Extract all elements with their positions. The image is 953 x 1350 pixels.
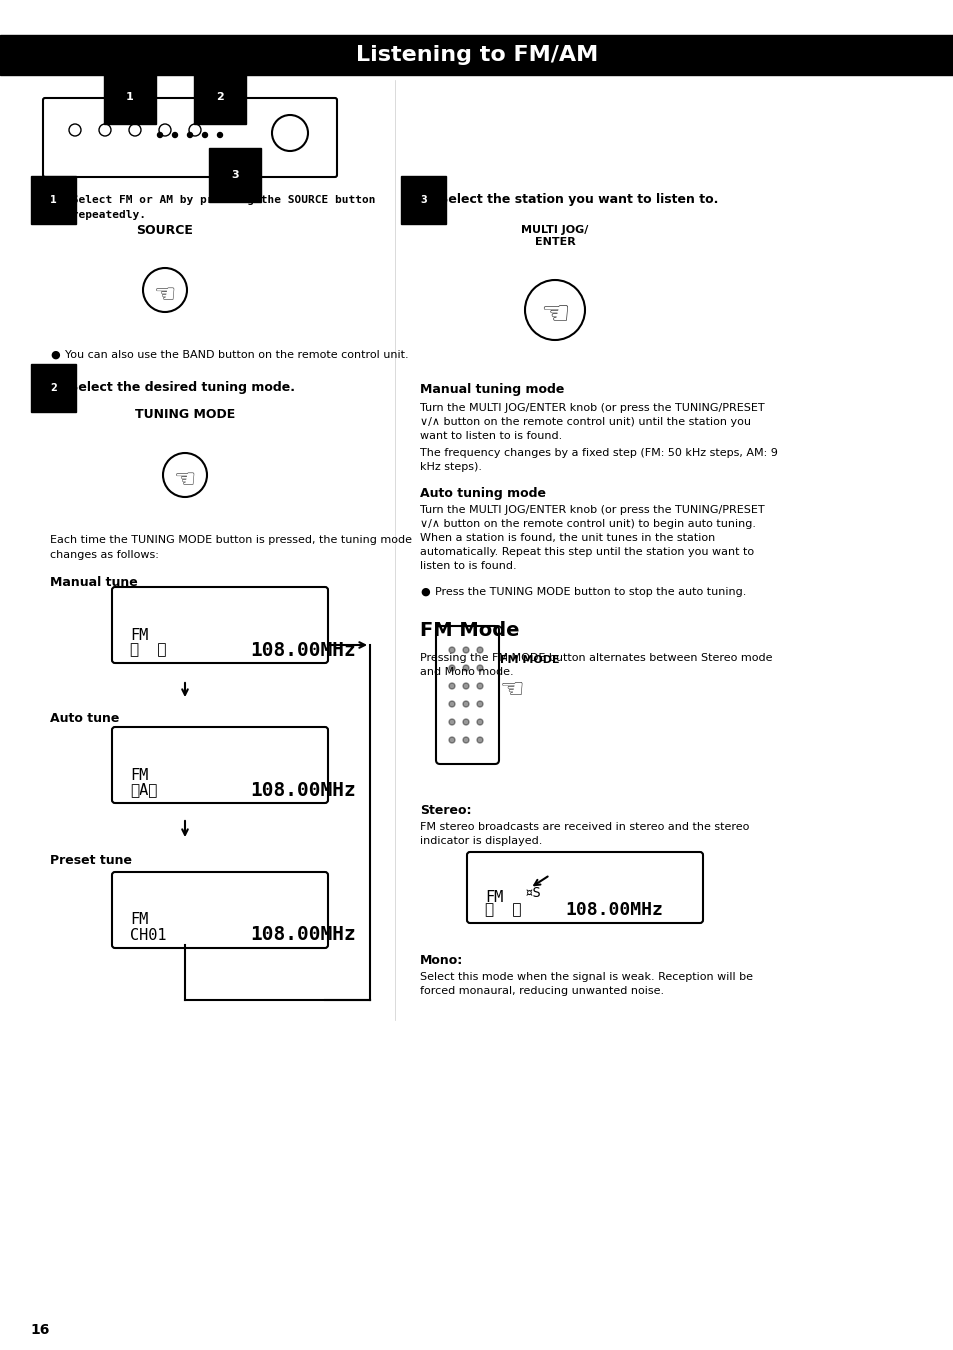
Circle shape <box>449 720 455 725</box>
FancyBboxPatch shape <box>43 99 336 177</box>
Circle shape <box>476 737 482 742</box>
Text: automatically. Repeat this step until the station you want to: automatically. Repeat this step until th… <box>419 547 753 558</box>
Circle shape <box>202 132 208 138</box>
Circle shape <box>188 132 193 138</box>
Text: indicator is displayed.: indicator is displayed. <box>419 836 542 846</box>
Text: Manual tune: Manual tune <box>50 575 137 589</box>
Text: TUNING MODE: TUNING MODE <box>134 409 234 421</box>
Circle shape <box>476 666 482 671</box>
Text: Each time the TUNING MODE button is pressed, the tuning mode: Each time the TUNING MODE button is pres… <box>50 535 412 545</box>
Circle shape <box>157 132 162 138</box>
Text: The frequency changes by a fixed step (FM: 50 kHz steps, AM: 9: The frequency changes by a fixed step (F… <box>419 448 777 458</box>
Text: Preset tune: Preset tune <box>50 853 132 867</box>
Text: 16: 16 <box>30 1323 50 1336</box>
Text: listen to is found.: listen to is found. <box>419 562 517 571</box>
Text: You can also use the BAND button on the remote control unit.: You can also use the BAND button on the … <box>65 350 408 360</box>
Text: Select the desired tuning mode.: Select the desired tuning mode. <box>65 382 294 394</box>
Text: 〈  〉: 〈 〉 <box>130 643 167 657</box>
Text: 2: 2 <box>50 383 56 393</box>
Circle shape <box>449 683 455 688</box>
Text: Stereo:: Stereo: <box>419 803 471 817</box>
Text: ●: ● <box>419 587 429 597</box>
Text: FM: FM <box>484 890 503 905</box>
FancyBboxPatch shape <box>467 852 702 923</box>
Text: kHz steps).: kHz steps). <box>419 462 481 472</box>
Text: Auto tune: Auto tune <box>50 711 119 725</box>
Text: FM stereo broadcasts are received in stereo and the stereo: FM stereo broadcasts are received in ste… <box>419 822 749 832</box>
Text: Select this mode when the signal is weak. Reception will be: Select this mode when the signal is weak… <box>419 972 752 981</box>
FancyBboxPatch shape <box>112 872 328 948</box>
Text: Select the station you want to listen to.: Select the station you want to listen to… <box>435 193 718 207</box>
Circle shape <box>217 132 222 138</box>
Circle shape <box>462 647 469 653</box>
Text: CH01: CH01 <box>130 927 167 942</box>
Circle shape <box>462 720 469 725</box>
Text: FM: FM <box>130 768 148 783</box>
Circle shape <box>449 647 455 653</box>
Text: 108.00MHz: 108.00MHz <box>250 780 355 799</box>
Text: 3: 3 <box>419 194 426 205</box>
FancyBboxPatch shape <box>112 728 328 803</box>
Text: ☜: ☜ <box>499 676 524 703</box>
FancyBboxPatch shape <box>112 587 328 663</box>
Text: ☜: ☜ <box>539 298 569 332</box>
Text: 3: 3 <box>231 170 238 180</box>
Circle shape <box>462 701 469 707</box>
Text: FM Mode: FM Mode <box>419 621 519 640</box>
FancyBboxPatch shape <box>436 626 498 764</box>
Text: Pressing the FM MODE button alternates between Stereo mode: Pressing the FM MODE button alternates b… <box>419 653 772 663</box>
Text: When a station is found, the unit tunes in the station: When a station is found, the unit tunes … <box>419 533 715 543</box>
Text: Select FM or AM by pressing the SOURCE button: Select FM or AM by pressing the SOURCE b… <box>65 194 375 205</box>
Text: Auto tuning mode: Auto tuning mode <box>419 486 545 500</box>
Circle shape <box>476 701 482 707</box>
Text: want to listen to is found.: want to listen to is found. <box>419 431 561 441</box>
Text: ∨/∧ button on the remote control unit) to begin auto tuning.: ∨/∧ button on the remote control unit) t… <box>419 518 755 529</box>
Circle shape <box>462 683 469 688</box>
Circle shape <box>449 701 455 707</box>
Text: Turn the MULTI JOG/ENTER knob (or press the TUNING/PRESET: Turn the MULTI JOG/ENTER knob (or press … <box>419 505 763 514</box>
Text: 2: 2 <box>216 92 224 103</box>
Text: MULTI JOG/: MULTI JOG/ <box>520 225 588 235</box>
Text: changes as follows:: changes as follows: <box>50 549 159 560</box>
Text: FM: FM <box>130 913 148 927</box>
Text: 〈  〉: 〈 〉 <box>484 903 521 918</box>
Text: 1: 1 <box>126 92 133 103</box>
Text: ∨/∧ button on the remote control unit) until the station you: ∨/∧ button on the remote control unit) u… <box>419 417 750 427</box>
Text: Turn the MULTI JOG/ENTER knob (or press the TUNING/PRESET: Turn the MULTI JOG/ENTER knob (or press … <box>419 404 763 413</box>
Circle shape <box>449 737 455 742</box>
Text: ENTER: ENTER <box>534 238 575 247</box>
Text: Manual tuning mode: Manual tuning mode <box>419 383 564 397</box>
Circle shape <box>476 720 482 725</box>
Text: and Mono mode.: and Mono mode. <box>419 667 513 676</box>
Text: Press the TUNING MODE button to stop the auto tuning.: Press the TUNING MODE button to stop the… <box>435 587 745 597</box>
Text: Listening to FM/AM: Listening to FM/AM <box>355 45 598 65</box>
Text: ¤S: ¤S <box>524 886 541 900</box>
Bar <box>0 35 953 76</box>
Circle shape <box>462 666 469 671</box>
Text: ☜: ☜ <box>153 284 176 306</box>
Text: SOURCE: SOURCE <box>136 224 193 236</box>
Text: 108.00MHz: 108.00MHz <box>250 926 355 945</box>
Circle shape <box>476 647 482 653</box>
Circle shape <box>476 683 482 688</box>
Text: Mono:: Mono: <box>419 953 463 967</box>
Circle shape <box>449 666 455 671</box>
Text: 108.00MHz: 108.00MHz <box>564 900 662 919</box>
Text: ●: ● <box>50 350 60 360</box>
Text: forced monaural, reducing unwanted noise.: forced monaural, reducing unwanted noise… <box>419 986 663 996</box>
Text: FM: FM <box>130 628 148 643</box>
Text: 〈A〉: 〈A〉 <box>130 783 157 798</box>
Text: ☜: ☜ <box>173 468 196 491</box>
Circle shape <box>172 132 177 138</box>
Circle shape <box>462 737 469 742</box>
Text: 108.00MHz: 108.00MHz <box>250 640 355 660</box>
Text: repeatedly.: repeatedly. <box>65 211 146 220</box>
Text: FM MODE: FM MODE <box>499 655 559 666</box>
Text: 1: 1 <box>50 194 56 205</box>
